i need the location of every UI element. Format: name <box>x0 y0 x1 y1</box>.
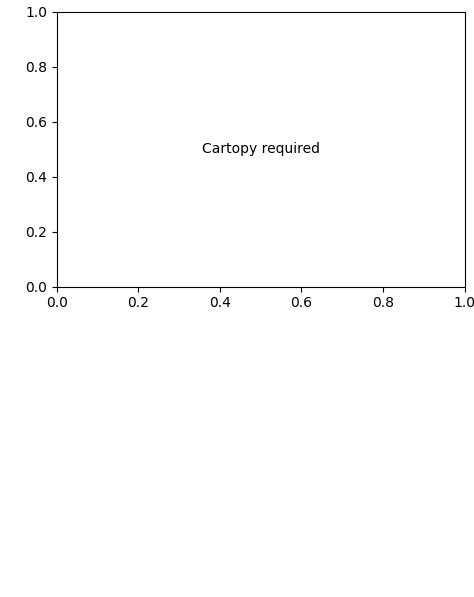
Text: Cartopy required: Cartopy required <box>202 142 319 156</box>
